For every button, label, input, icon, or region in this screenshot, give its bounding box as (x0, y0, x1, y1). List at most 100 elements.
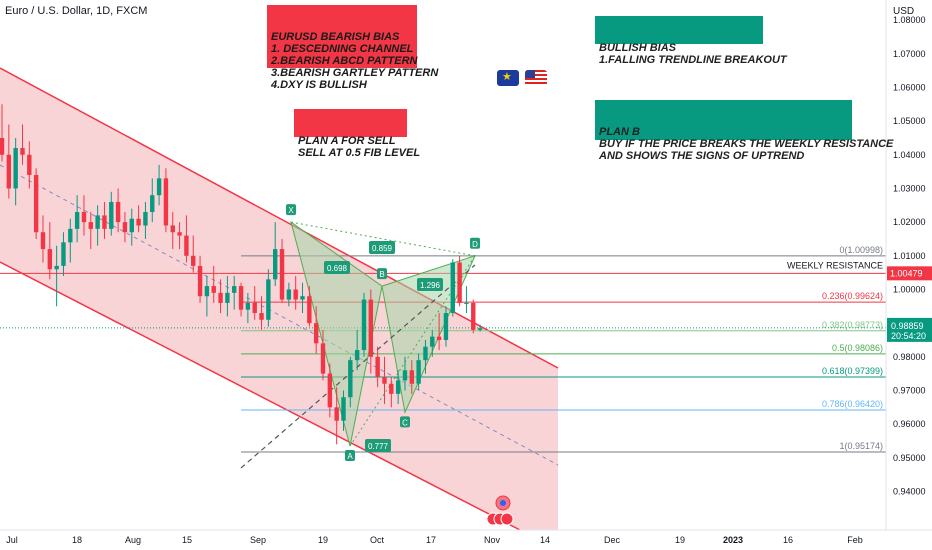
candle-body (477, 328, 483, 330)
ratio-badge (365, 439, 391, 452)
time-tick-label: 18 (72, 535, 82, 545)
fib-level-label: 0.382(0.98773) (822, 320, 883, 330)
candle-body (416, 360, 421, 384)
descending-channel (0, 68, 558, 530)
candle-body (320, 343, 326, 374)
candle-body (150, 195, 155, 213)
candle-body (122, 222, 128, 233)
candle-body (88, 222, 93, 229)
ratio-badge (324, 261, 350, 274)
candle-body (382, 377, 387, 384)
candle-body (129, 218, 134, 233)
candle-body (361, 299, 367, 351)
price-tick-label: 1.02000 (893, 217, 926, 227)
pattern-xd-line (290, 221, 476, 257)
ratio-label: 0.777 (368, 442, 389, 451)
time-tick-label: 14 (540, 535, 550, 545)
time-tick-label: 15 (182, 535, 192, 545)
eu-flag-icon (497, 70, 519, 86)
fib-level-label: 0.786(0.96420) (822, 399, 883, 409)
resistance-price-label: 1.00479 (890, 268, 923, 278)
candle-body (184, 235, 189, 256)
candle-body (395, 380, 401, 394)
current-price-label: 0.98859 (891, 321, 924, 331)
candle-body (191, 255, 196, 266)
time-tick-label: 19 (675, 535, 685, 545)
time-tick-label: 16 (783, 535, 793, 545)
current-price-badge (887, 317, 932, 342)
candle-body (156, 178, 162, 196)
candle-body (218, 292, 223, 303)
candle-body (225, 292, 230, 303)
candle-body (68, 228, 73, 243)
candle-body (252, 302, 257, 314)
candle-body (273, 249, 278, 280)
candle-body (457, 262, 462, 303)
resistance-price-badge (887, 266, 932, 281)
price-tick-label: 1.01000 (893, 251, 926, 261)
candle-body (354, 350, 360, 361)
time-tick-label: 19 (318, 535, 328, 545)
bearish-bias-note: EURUSD BEARISH BIAS 1. DESCEDNING CHANNEL… (267, 5, 438, 91)
candle-body (334, 407, 339, 421)
price-tick-label: 1.04000 (893, 150, 926, 160)
candle-body (204, 286, 210, 297)
pattern-point-marker (377, 268, 387, 280)
plan-a-note: PLAN A FOR SELL SELL AT 0.5 FIB LEVEL (294, 109, 420, 159)
candle-body (211, 286, 216, 293)
flag-event-icon (500, 512, 514, 526)
time-tick-label: Feb (847, 535, 863, 545)
candle-body (95, 215, 100, 229)
candle-body (170, 225, 175, 233)
time-tick-label: Dec (604, 535, 621, 545)
candle-body (163, 178, 169, 226)
price-tick-label: 1.06000 (893, 82, 926, 92)
candle-body (47, 249, 53, 270)
time-tick-label: Nov (484, 535, 501, 545)
candle-body (375, 356, 380, 378)
pattern-point-label: A (347, 452, 353, 461)
ratio-badge (417, 278, 443, 291)
price-tick-label: 1.08000 (893, 15, 926, 25)
candle-body (115, 201, 121, 223)
candle-body (33, 174, 39, 233)
symbol-title: Euro / U.S. Dollar, 1D, FXCM (5, 5, 148, 17)
fib-level-label: 0.618(0.97399) (822, 366, 883, 376)
candle-body (443, 313, 449, 340)
candle-body (259, 313, 264, 320)
candle-body (102, 215, 107, 229)
candle-body (307, 296, 312, 324)
candle-body (450, 262, 455, 314)
fib-level-label: 0.236(0.99624) (822, 291, 883, 301)
candle-body (177, 232, 182, 236)
pattern-point-label: D (472, 240, 478, 249)
pattern-point-label: B (379, 270, 384, 279)
candle-body (109, 201, 114, 229)
candle-body (232, 286, 237, 293)
price-tick-label: 0.97000 (893, 385, 926, 395)
candle-body (74, 212, 80, 229)
candle-body (402, 370, 408, 381)
time-tick-label: 17 (426, 535, 436, 545)
time-tick-label: Oct (370, 535, 385, 545)
price-tick-label: 1.07000 (893, 49, 926, 59)
price-tick-label: 1.05000 (893, 116, 926, 126)
weekly-resistance-label: WEEKLY RESISTANCE (787, 260, 883, 270)
countdown-label: 20:54:20 (891, 331, 926, 341)
candle-body (409, 370, 414, 384)
bullish-bias-note: BULLISH BIAS 1.FALLING TRENDLINE BREAKOUT (595, 16, 787, 66)
candle-body (13, 148, 18, 189)
time-tick-label: Jul (6, 535, 18, 545)
candle-body (54, 265, 59, 270)
candle-body (266, 279, 271, 320)
price-tick-label: 1.03000 (893, 183, 926, 193)
channel-upper-line (0, 67, 559, 369)
channel-lower-line (0, 261, 521, 531)
candle-body (6, 154, 12, 189)
pattern-point-label: X (288, 206, 294, 215)
plan-b-note: PLAN B BUY IF THE PRICE BREAKS THE WEEKLY… (595, 100, 893, 162)
currency-label: USD (893, 6, 915, 17)
abcd-dashed-line (240, 264, 476, 469)
candle-body (40, 232, 46, 250)
